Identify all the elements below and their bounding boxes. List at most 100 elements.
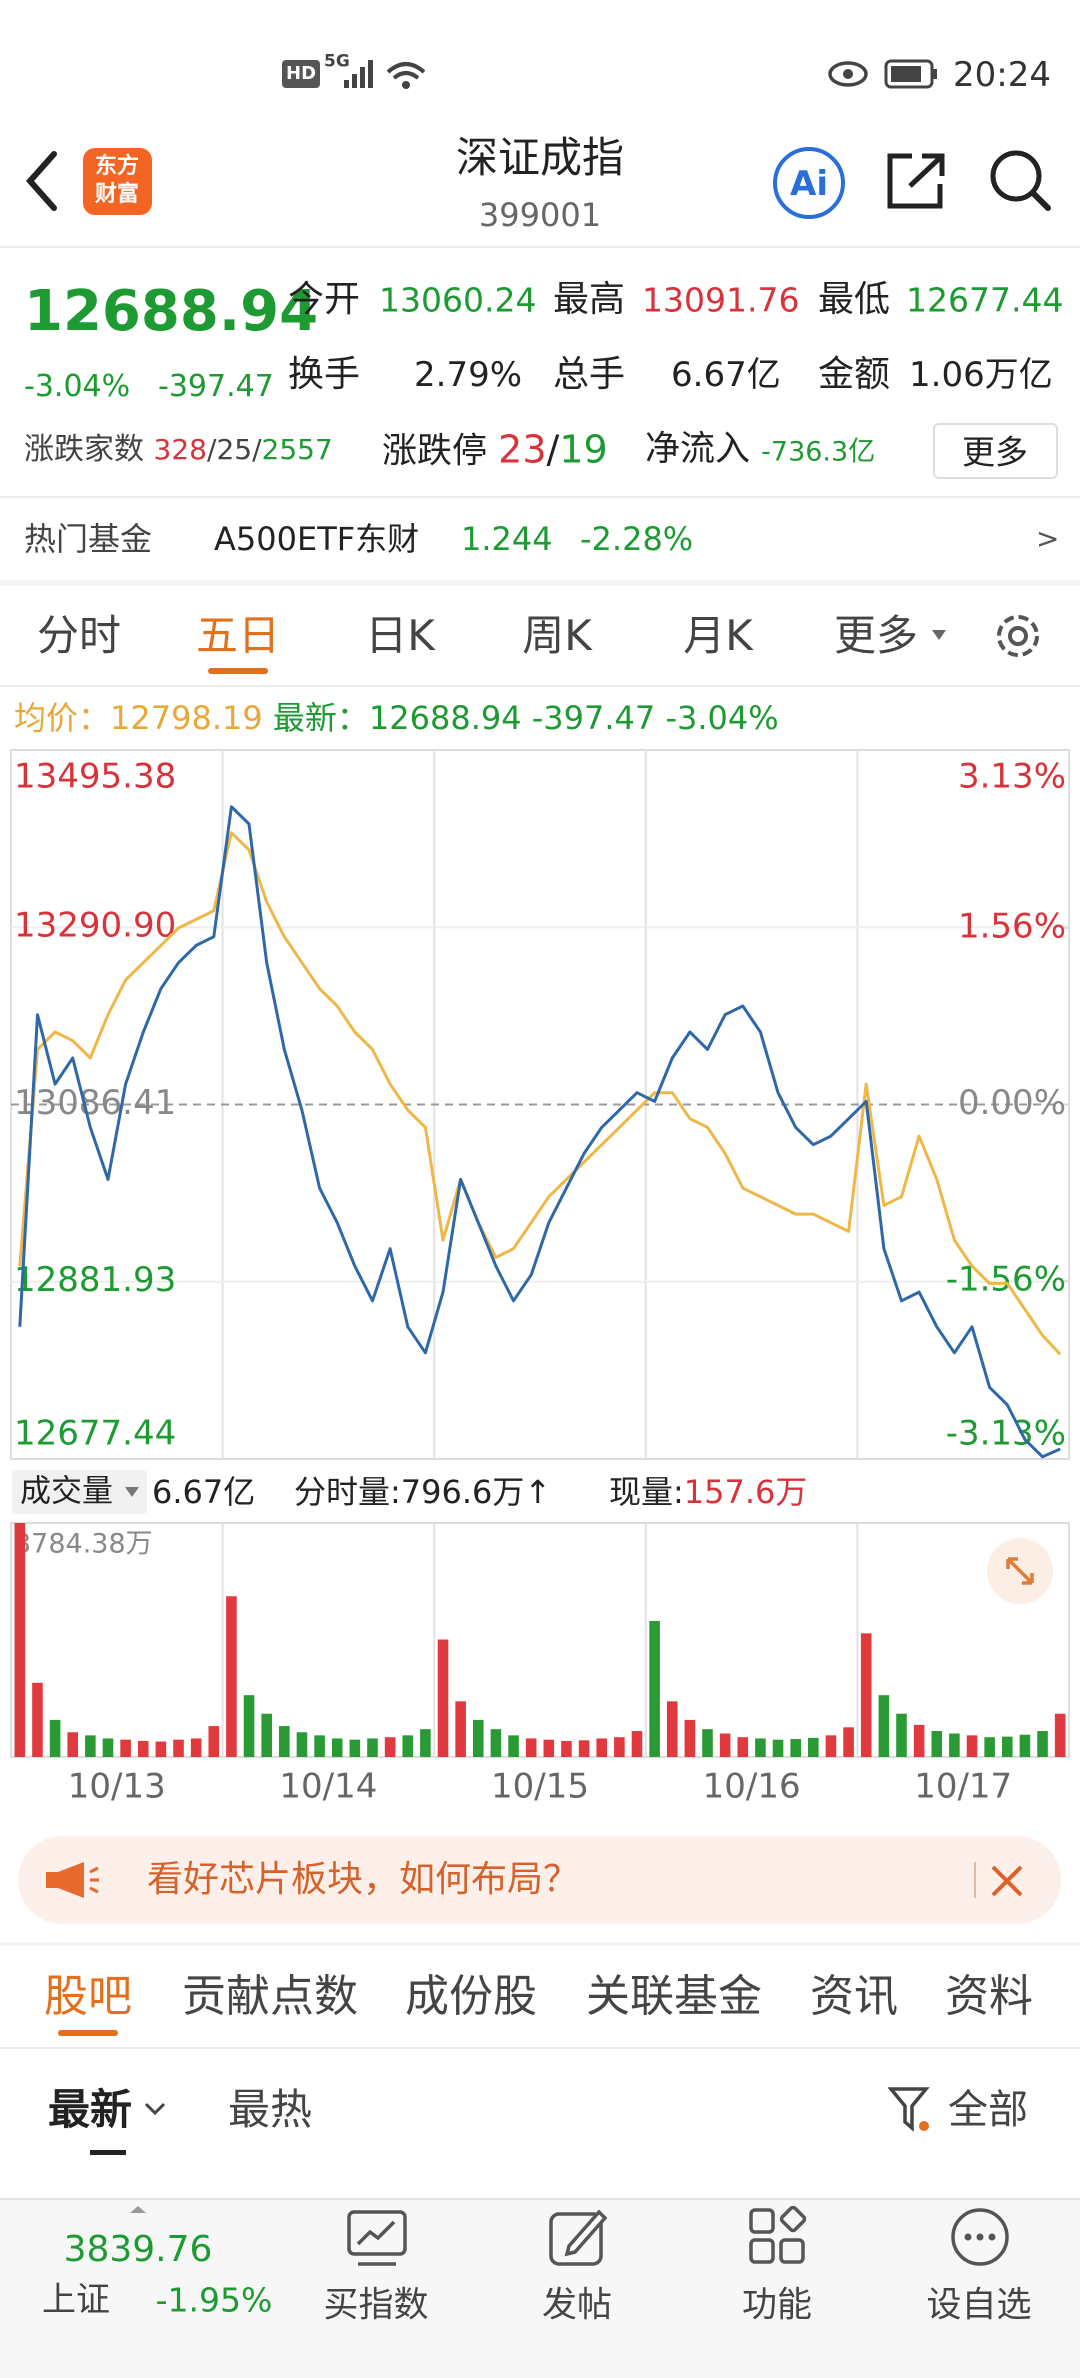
volume-bar	[190, 1738, 202, 1757]
index-caret	[130, 2206, 146, 2213]
sub-tab-active[interactable]: 最新	[48, 2085, 133, 2134]
expand-button[interactable]	[986, 1537, 1054, 1605]
volume-bar	[331, 1738, 343, 1757]
breadth-flat: 25	[216, 433, 253, 466]
chart-tab[interactable]: 分时	[36, 611, 122, 660]
volume-bar	[860, 1633, 872, 1757]
y-tick-label: 12881.93	[14, 1260, 176, 1300]
y-tick-label: 13495.38	[14, 757, 176, 797]
nav-icon[interactable]	[949, 2206, 1011, 2268]
divider	[0, 1942, 1080, 1946]
back-button[interactable]	[22, 150, 62, 212]
volume-bar	[543, 1739, 555, 1757]
ai-button[interactable]: Ai	[773, 147, 845, 219]
volume-bar	[472, 1719, 484, 1757]
stat-value: 1.06万亿	[909, 355, 1053, 395]
ai-label: Ai	[790, 164, 828, 204]
tab-underline	[58, 2030, 118, 2036]
chart-tab-active[interactable]: 五日	[195, 611, 281, 660]
volume-bar	[966, 1735, 978, 1757]
x-tick-label: 10/14	[279, 1767, 377, 1807]
volume-bar	[649, 1620, 660, 1757]
nav-icon[interactable]	[547, 2206, 609, 2268]
legend-avg: 均价：	[14, 699, 111, 737]
more-label: 更多	[962, 432, 1028, 472]
more-button[interactable]: 更多	[933, 423, 1058, 479]
net-inflow-value: -736.3亿	[761, 436, 876, 468]
volume-bar	[349, 1739, 361, 1757]
chart-tab[interactable]: 日K	[365, 611, 435, 660]
volume-frame	[10, 1522, 1070, 1758]
legend-change-pct: -3.04%	[665, 699, 779, 737]
eye-battery-icons	[828, 59, 937, 89]
filter-label[interactable]: 全部	[948, 2087, 1028, 2133]
volume-bar	[790, 1739, 801, 1757]
tab[interactable]: 贡献点数	[182, 1971, 358, 2022]
divider	[0, 685, 1080, 687]
breadth-label: 涨跌家数	[24, 432, 144, 467]
divider	[0, 246, 1080, 248]
volume-bar	[243, 1695, 255, 1757]
volume-bar	[367, 1738, 378, 1757]
nav-label[interactable]: 功能	[741, 2285, 813, 2326]
tab[interactable]: 成份股	[405, 1971, 537, 2022]
volume-bar	[102, 1738, 114, 1757]
stat-value: 6.67亿	[671, 355, 781, 395]
tab[interactable]: 资料	[945, 1971, 1033, 2022]
volume-bar	[120, 1739, 131, 1757]
settings-button[interactable]	[990, 608, 1046, 664]
current-volume: 现量:157.6万	[609, 1476, 807, 1508]
volume-bar	[402, 1735, 414, 1757]
chart-tab[interactable]: 更多	[833, 611, 919, 660]
page-title: 深证成指	[455, 133, 625, 182]
chart-tab[interactable]: 月K	[683, 611, 753, 660]
nav-label[interactable]: 发帖	[541, 2285, 613, 2326]
limit-up: 23	[498, 427, 547, 472]
y2-tick-label: 1.56%	[958, 906, 1066, 946]
tab[interactable]: 资讯	[810, 1971, 898, 2022]
volume-bar	[684, 1719, 696, 1757]
index-change[interactable]: -1.95%	[155, 2280, 273, 2320]
volume-bar	[737, 1737, 749, 1757]
promo-banner[interactable]: 看好芯片板块，如何布局？	[18, 1836, 1061, 1924]
legend-last: 最新：	[272, 699, 369, 737]
volume-bar	[755, 1738, 766, 1757]
hot-fund-arrow[interactable]: >	[1036, 522, 1060, 555]
last-price: 12688.94	[24, 279, 319, 344]
volume-bar	[525, 1738, 537, 1757]
app-logo: 东方 财富	[83, 148, 152, 215]
volume-bar	[155, 1741, 167, 1757]
limit-label: 涨跌停	[382, 431, 488, 472]
nav-icon[interactable]	[346, 2206, 408, 2268]
chart-tab[interactable]: 周K	[522, 611, 592, 660]
tab-active[interactable]: 股吧	[44, 1971, 132, 2022]
current-volume-value: 157.6万	[683, 1473, 808, 1511]
close-button[interactable]	[990, 1864, 1024, 1898]
stock-code: 399001	[478, 196, 602, 234]
separator: /	[207, 433, 217, 466]
stat-value: 13091.76	[642, 280, 800, 320]
share-button[interactable]	[884, 150, 950, 212]
tab[interactable]: 关联基金	[586, 1971, 762, 2022]
volume-selector[interactable]: 成交量	[12, 1470, 147, 1514]
search-button[interactable]	[988, 148, 1054, 214]
index-value[interactable]: 3839.76	[63, 2229, 213, 2270]
banner-text: 看好芯片板块，如何布局？	[147, 1859, 580, 1900]
nav-label[interactable]: 买指数	[323, 2285, 429, 2326]
nav-label[interactable]: 设自选	[926, 2285, 1032, 2326]
y2-tick-label: 3.13%	[958, 757, 1066, 797]
current-volume-label: 现量:	[609, 1473, 684, 1511]
hot-fund-name[interactable]: A500ETF东财	[214, 520, 420, 558]
filter-icon[interactable]	[888, 2086, 932, 2134]
volume-bar	[296, 1732, 308, 1757]
tab-underline	[208, 668, 268, 674]
breadth-up: 328	[153, 433, 207, 466]
stat-label: 最低	[818, 279, 891, 320]
sub-tab[interactable]: 最热	[228, 2085, 313, 2134]
volume-bar	[384, 1737, 396, 1757]
limit-down: 19	[559, 427, 608, 472]
index-name[interactable]: 上证	[42, 2280, 110, 2320]
nav-icon[interactable]	[747, 2206, 809, 2268]
hot-fund-label: 热门基金	[24, 520, 153, 558]
y2-tick-label: 0.00%	[958, 1083, 1066, 1123]
